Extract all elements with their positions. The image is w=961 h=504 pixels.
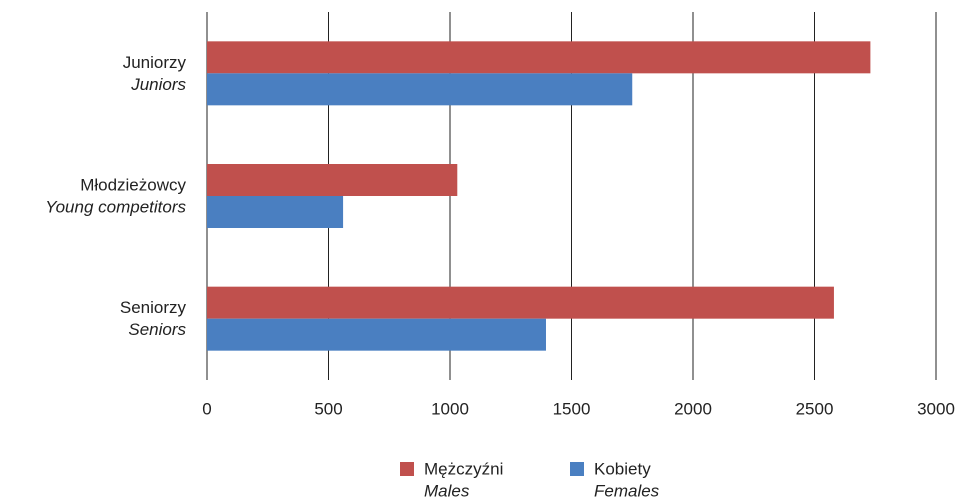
x-tick-label: 2500	[796, 399, 834, 418]
bar	[207, 164, 458, 196]
x-tick-label: 0	[202, 399, 211, 418]
legend-label-en: Males	[424, 481, 470, 500]
legend-label: Mężczyźni	[424, 459, 503, 478]
y-tick-label: Juniorzy	[123, 53, 187, 72]
y-tick-label-en: Seniors	[128, 320, 186, 339]
x-tick-label: 1500	[553, 399, 591, 418]
legend-swatch	[570, 462, 584, 476]
y-tick-label-en: Young competitors	[45, 197, 186, 216]
x-tick-label: 1000	[431, 399, 469, 418]
y-tick-label: Seniorzy	[120, 298, 187, 317]
legend-label: Kobiety	[594, 459, 651, 478]
x-tick-label: 500	[314, 399, 342, 418]
bar	[207, 196, 344, 228]
bar	[207, 318, 546, 351]
y-tick-label: Młodzieżowcy	[80, 175, 186, 194]
bar	[207, 73, 633, 106]
y-tick-label-en: Juniors	[130, 75, 186, 94]
legend-label-en: Females	[594, 481, 660, 500]
x-tick-label: 3000	[917, 399, 955, 418]
x-tick-label: 2000	[674, 399, 712, 418]
bar	[207, 286, 834, 319]
bar	[207, 41, 871, 74]
legend-swatch	[400, 462, 414, 476]
